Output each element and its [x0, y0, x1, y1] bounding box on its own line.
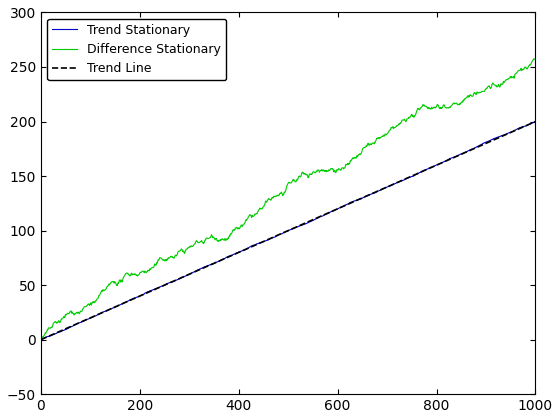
Difference Stationary	[138, 270, 144, 275]
Difference Stationary	[38, 337, 44, 342]
Trend Line	[441, 159, 448, 164]
Difference Stationary	[423, 104, 430, 109]
Trend Stationary	[532, 119, 539, 124]
Difference Stationary	[68, 308, 74, 313]
Difference Stationary	[532, 57, 539, 62]
Trend Line	[475, 144, 482, 150]
Trend Stationary	[68, 324, 74, 329]
Trend Line	[532, 119, 539, 124]
Difference Stationary	[475, 91, 482, 96]
Difference Stationary	[508, 76, 515, 81]
Trend Stationary	[423, 167, 430, 172]
Trend Line	[68, 324, 74, 329]
Line: Difference Stationary: Difference Stationary	[41, 59, 535, 340]
Trend Line	[423, 167, 430, 172]
Trend Line	[38, 337, 44, 342]
Trend Line	[508, 130, 515, 135]
Trend Stationary	[441, 159, 448, 164]
Line: Trend Stationary: Trend Stationary	[41, 122, 535, 340]
Line: Trend Line: Trend Line	[41, 121, 535, 340]
Legend: Trend Stationary, Difference Stationary, Trend Line: Trend Stationary, Difference Stationary,…	[47, 19, 226, 80]
Difference Stationary	[531, 56, 538, 61]
Trend Stationary	[475, 144, 482, 149]
Trend Stationary	[138, 293, 144, 298]
Trend Stationary	[508, 129, 515, 134]
Difference Stationary	[441, 103, 448, 108]
Trend Stationary	[38, 337, 44, 342]
Trend Line	[138, 293, 144, 298]
